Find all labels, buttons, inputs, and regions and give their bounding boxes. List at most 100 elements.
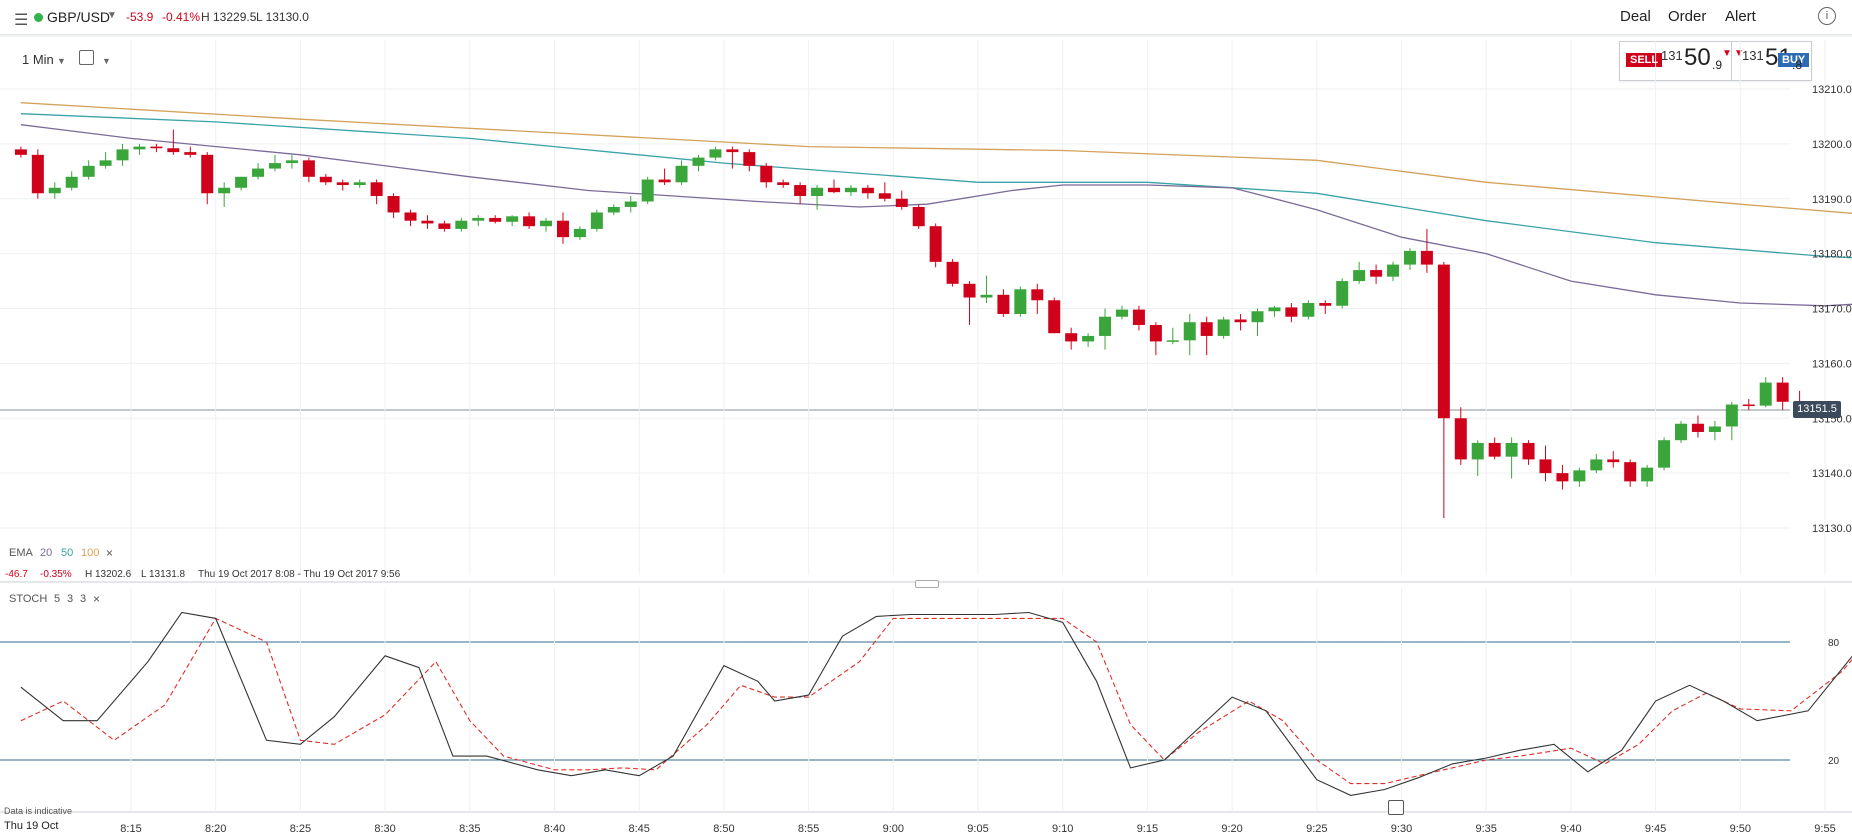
candle-body: [658, 179, 671, 183]
buy-down-arrow-icon: ▼: [1734, 48, 1744, 59]
timeframe-chevron-icon[interactable]: ▼: [57, 56, 66, 66]
calendar-icon[interactable]: [1388, 800, 1404, 815]
candle-body: [1217, 319, 1230, 336]
candle-body: [268, 163, 281, 169]
candle-body: [1319, 303, 1332, 306]
candle-body: [1691, 423, 1704, 432]
time-tick-label: 9:40: [1560, 823, 1581, 835]
candle-body: [82, 165, 95, 177]
order-button[interactable]: Order: [1668, 8, 1707, 25]
price-tick-label: 13190.0: [1812, 194, 1852, 206]
pane-resize-handle[interactable]: [915, 580, 939, 588]
candle-body: [1471, 442, 1484, 460]
sell-price-prefix: 131: [1661, 48, 1683, 63]
candle-body: [624, 201, 637, 207]
candle-body: [895, 198, 908, 207]
hamburger-menu-icon[interactable]: ☰: [14, 12, 29, 29]
candle-body: [1624, 462, 1637, 482]
candle-body: [878, 193, 891, 199]
price-tick-label: 13130.0: [1812, 523, 1852, 535]
range-period: Thu 19 Oct 2017 8:08 - Thu 19 Oct 2017 9…: [198, 569, 401, 580]
candle-body: [1454, 418, 1467, 460]
candle-body: [540, 220, 553, 227]
time-tick-label: 9:50: [1730, 823, 1751, 835]
time-tick-label: 8:40: [544, 823, 565, 835]
price-tick-label: 13210.0: [1812, 84, 1852, 96]
candle-body: [1573, 470, 1586, 482]
candle-body: [1725, 404, 1738, 427]
stoch-tick-label: 80: [1828, 638, 1840, 649]
candle-body: [1539, 459, 1552, 474]
stoch-period-1: 5: [54, 593, 61, 605]
candle-body: [1437, 264, 1450, 419]
candle-body: [828, 187, 841, 193]
candle-body: [709, 149, 722, 158]
candle-body: [573, 228, 586, 238]
candle-body: [1658, 440, 1671, 468]
change-value: -53.9: [126, 10, 154, 24]
candle-body: [1607, 459, 1620, 463]
change-percent: -0.41%: [162, 10, 201, 24]
alert-button[interactable]: Alert: [1725, 8, 1756, 25]
price-tick-label: 13200.0: [1812, 139, 1852, 151]
candle-body: [1488, 442, 1501, 457]
chart-type-chevron-icon[interactable]: ▼: [102, 56, 111, 66]
range-change: -46.7: [5, 569, 28, 580]
stoch-k-line: [20, 611, 1852, 796]
ema-period-50: 50: [61, 547, 74, 559]
price-axis-ticks: 13130.013140.013150.013160.013170.013180…: [1812, 84, 1852, 535]
date-label: Thu 19 Oct: [4, 820, 59, 832]
candle-body: [252, 168, 265, 177]
candle-body: [1759, 382, 1772, 406]
deal-button[interactable]: Deal: [1620, 8, 1651, 25]
candle-body: [218, 187, 231, 194]
buy-button[interactable]: BUY: [1778, 53, 1810, 67]
candle-body: [997, 294, 1010, 314]
instrument-header: ☰ GBP/USD ▼ -53.9 -0.41% H 13229.5 L 131…: [0, 0, 1852, 35]
candle-body: [1268, 307, 1281, 312]
candle-body: [1641, 467, 1654, 482]
ema-label: EMA: [9, 547, 33, 559]
time-tick-label: 8:25: [290, 823, 311, 835]
sell-button[interactable]: SELL: [1626, 53, 1663, 67]
candle-body: [1082, 335, 1095, 342]
ticket-divider: [1731, 42, 1732, 80]
stoch-tick-label: 20: [1828, 756, 1840, 767]
timeframe-select[interactable]: 1 Min: [22, 52, 54, 67]
ema20-line: [20, 124, 1852, 307]
time-tick-label: 9:10: [1052, 823, 1073, 835]
info-icon[interactable]: i: [1818, 7, 1836, 25]
candle-body: [1048, 300, 1061, 334]
ema-close-icon[interactable]: ×: [106, 546, 114, 560]
ema-period-100: 100: [81, 547, 100, 559]
stoch-grid: [0, 641, 1790, 761]
ema-lines: [20, 102, 1852, 307]
chevron-down-icon[interactable]: ▼: [107, 10, 117, 21]
candle-body: [1387, 264, 1400, 277]
ema100-line: [20, 102, 1852, 214]
candle-body: [65, 176, 78, 188]
stoch-close-icon[interactable]: ×: [93, 592, 101, 606]
buy-price-small: .8: [1792, 58, 1803, 72]
chart-type-icon[interactable]: [79, 50, 94, 65]
candle-body: [556, 220, 569, 238]
candle-body: [150, 146, 163, 149]
time-tick-label: 8:15: [120, 823, 141, 835]
time-tick-label: 8:50: [713, 823, 734, 835]
candle-body: [1336, 281, 1349, 306]
time-tick-label: 8:20: [205, 823, 226, 835]
candle-body: [1251, 311, 1264, 323]
candle-body: [963, 283, 976, 298]
candle-body: [421, 220, 434, 224]
time-tick-label: 9:20: [1221, 823, 1242, 835]
instrument-symbol[interactable]: GBP/USD: [47, 9, 111, 25]
sell-price-small: .9: [1712, 58, 1723, 72]
candle-body: [235, 176, 248, 188]
candle-body: [929, 226, 942, 262]
candle-body: [590, 212, 603, 229]
candle-body: [692, 157, 705, 166]
candle-body: [506, 216, 519, 222]
sell-down-arrow-icon: ▼: [1722, 48, 1732, 59]
candle-body: [48, 187, 61, 194]
